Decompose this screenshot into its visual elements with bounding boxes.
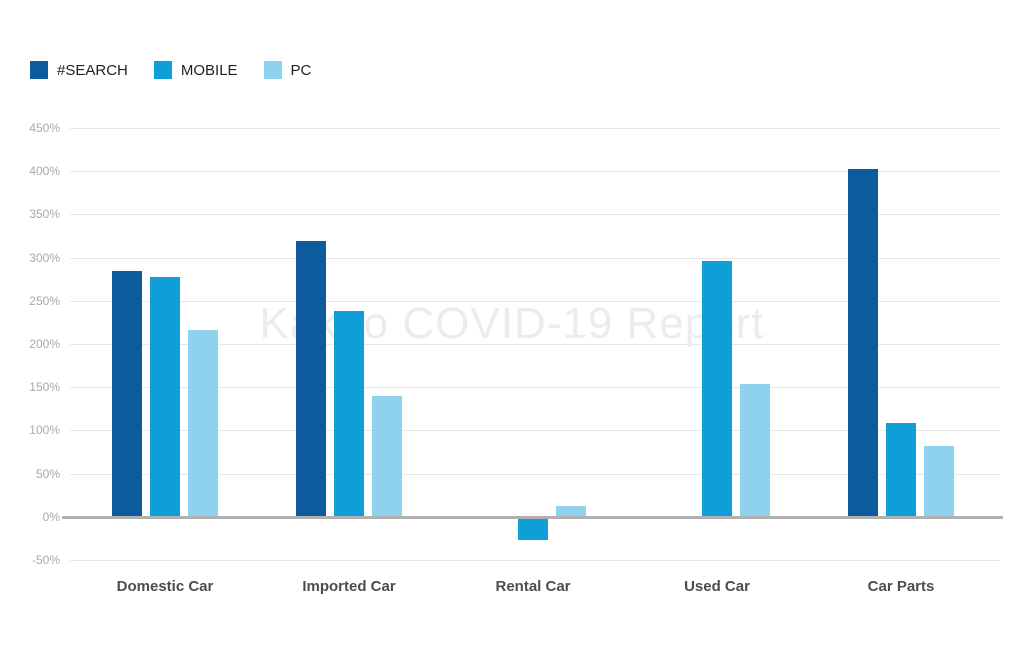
y-axis-tick-label-100: 100% [29,423,60,438]
bar-mobile-car-parts [886,422,916,517]
y-axis-tick-label-250: 250% [29,293,60,308]
x-axis-zero-line [62,515,1003,519]
y-axis-tick-label-300: 300% [29,250,60,265]
gridline-400 [70,171,1000,173]
gridline-200 [70,344,1000,345]
legend-swatch-pc [263,61,282,79]
y-axis-tick-label-0: 0% [42,509,60,524]
x-axis-label-imported-car: Imported Car [302,578,396,595]
bar-search-imported-car [296,241,326,517]
bar-pc-rental-car [556,506,586,517]
y-axis-tick-label--50: -50% [31,553,60,567]
legend-swatch-mobile [153,61,172,79]
bar-mobile-used-car [702,261,732,517]
bar-mobile-domestic-car [150,276,180,517]
legend-item-pc: PC [263,61,312,79]
legend-item-search: #SEARCH [30,61,128,79]
bar-pc-imported-car [372,395,402,517]
legend-label-search: #SEARCH [57,61,128,79]
legend-item-mobile: MOBILE [153,61,238,79]
x-axis-label-car-parts: Car Parts [867,578,935,595]
x-axis-label-domestic-car: Domestic Car [116,578,214,595]
y-axis-tick-label-450: 450% [29,121,60,135]
chart-legend: #SEARCH MOBILE PC [30,61,311,79]
bar-search-domestic-car [112,270,142,517]
bar-search-car-parts [848,168,878,517]
gridline-450 [70,128,1000,129]
bar-mobile-rental-car [518,516,548,541]
bar-pc-domestic-car [188,330,218,517]
y-axis-tick-label-400: 400% [29,164,60,179]
legend-label-mobile: MOBILE [180,61,238,79]
gridline-250 [70,300,1000,302]
gridline-100 [70,430,1000,432]
gridline--50 [70,560,1000,561]
y-axis-tick-label-150: 150% [29,380,60,395]
gridline-300 [70,257,1000,259]
bar-pc-used-car [740,383,770,517]
y-axis-tick-label-50: 50% [35,466,60,481]
x-axis-label-rental-car: Rental Car [495,578,571,595]
gridline-150 [70,387,1000,389]
x-axis-label-used-car: Used Car [684,578,750,595]
bar-mobile-imported-car [334,311,364,517]
gridline-50 [70,473,1000,475]
y-axis-tick-label-350: 350% [29,207,60,222]
legend-label-pc: PC [290,61,312,79]
legend-swatch-search [30,61,48,79]
y-axis-tick-label-200: 200% [29,337,60,351]
gridline-350 [70,214,1000,216]
bar-pc-car-parts [924,445,954,517]
